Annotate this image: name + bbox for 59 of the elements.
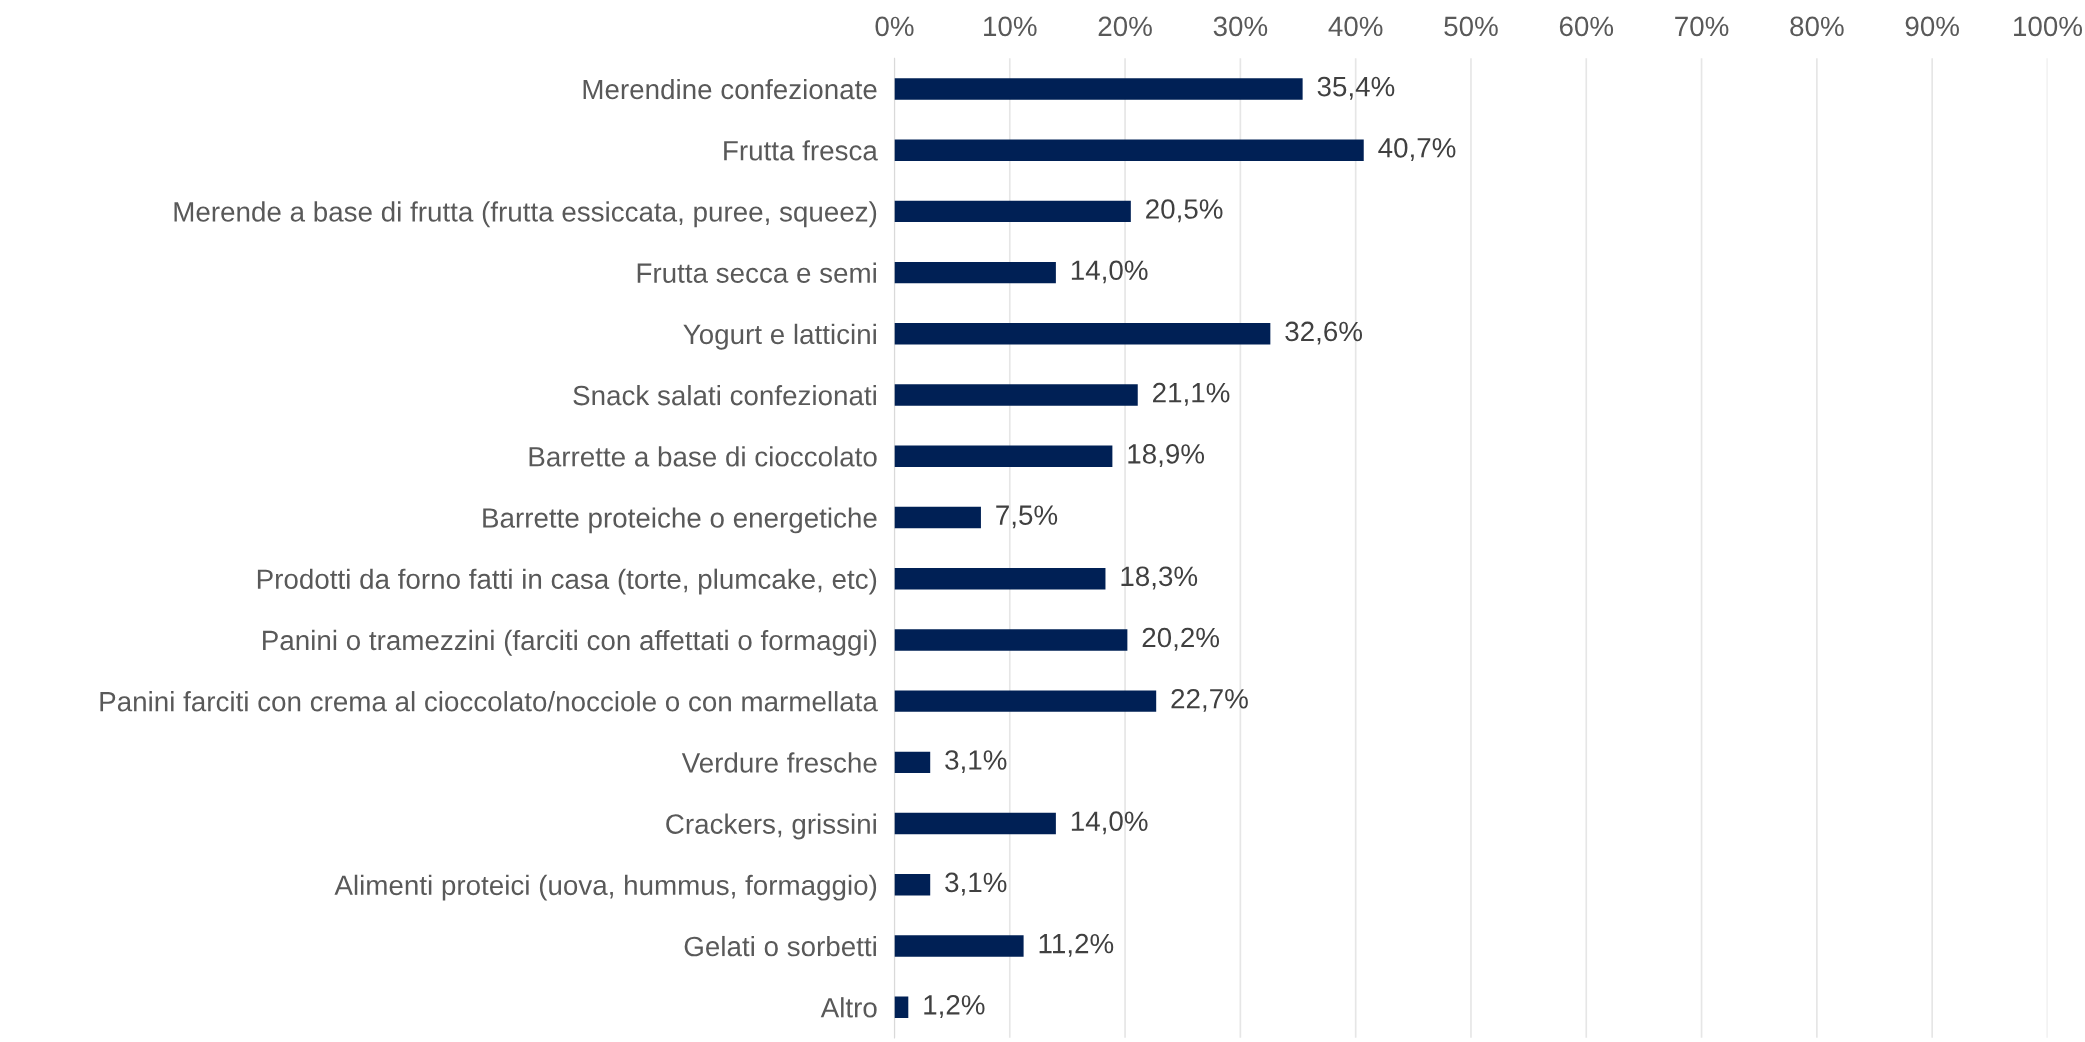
data-label: 14,0% <box>1071 811 1148 835</box>
data-label: 20,5% <box>1146 199 1223 223</box>
bar <box>894 384 1138 406</box>
y-tick-label: Gelati o sorbetti <box>684 935 876 957</box>
y-tick-label: Verdure fresche <box>681 752 877 773</box>
bar <box>894 812 1056 835</box>
y-tick-label: Panini farciti con crema al cioccolato/nocciole o con marmellata <box>100 691 878 712</box>
y-tick-label: Alimenti proteici (uova, hummus, formaggio) <box>334 874 877 901</box>
x-tick-label: 10% <box>984 16 1037 37</box>
y-tick-label: Barrette a base di cioccolato <box>529 446 877 467</box>
bar <box>894 567 1106 590</box>
x-tick-label: 40% <box>1328 16 1383 37</box>
y-tick-label: Barrette proteiche o energetiche <box>483 507 877 534</box>
bar <box>894 935 1024 957</box>
y-tick-label: Frutta fresca <box>724 140 878 161</box>
data-label: 22,7% <box>1171 688 1248 712</box>
x-tick-label: 50% <box>1444 16 1498 37</box>
bar <box>894 323 1271 345</box>
data-label: 35,4% <box>1317 76 1395 100</box>
bar <box>894 629 1128 651</box>
data-label: 32,6% <box>1285 321 1363 345</box>
bar <box>894 690 1157 712</box>
bar <box>894 78 1303 100</box>
y-tick-label: Crackers, grissini <box>666 813 876 840</box>
data-label: 11,2% <box>1039 933 1114 957</box>
y-tick-label: Snack salati confezionati <box>573 384 876 406</box>
y-tick-label: Frutta secca e semi <box>637 262 876 283</box>
x-tick-label: 0% <box>875 16 914 37</box>
x-tick-label: 60% <box>1559 16 1614 37</box>
x-tick-label: 90% <box>1905 16 1959 37</box>
x-tick-label: 30% <box>1213 16 1268 37</box>
bar <box>894 261 1056 284</box>
y-tick-label: Panini o tramezzini (farciti con affettati o formaggi) <box>263 629 877 656</box>
bar <box>894 139 1364 161</box>
data-label: 1,2% <box>924 995 985 1018</box>
data-label: 20,2% <box>1142 627 1220 651</box>
bar <box>894 996 909 1018</box>
y-tick-label: Merendine confezionate <box>583 78 877 100</box>
bar <box>894 445 1113 467</box>
bar <box>894 200 1131 223</box>
data-label: 3,1% <box>945 872 1007 896</box>
y-tick-label: Altro <box>820 997 877 1018</box>
data-label: 18,9% <box>1128 444 1205 467</box>
bar <box>894 874 931 896</box>
x-tick-label: 100% <box>2014 16 2083 37</box>
data-label: 18,3% <box>1121 566 1198 590</box>
data-label: 14,0% <box>1071 260 1148 284</box>
y-tick-label: Yogurt e latticini <box>683 323 876 350</box>
y-tick-label: Merende a base di frutta (frutta essiccata, puree, squeez) <box>174 201 877 228</box>
bar <box>894 751 931 774</box>
bar <box>894 506 981 529</box>
x-tick-label: 70% <box>1675 16 1729 37</box>
data-label: 3,1% <box>945 750 1007 774</box>
data-label: 40,7% <box>1378 137 1456 161</box>
x-tick-label: 20% <box>1098 16 1152 37</box>
data-label: 7,5% <box>996 505 1058 529</box>
x-tick-label: 80% <box>1790 16 1844 37</box>
data-label: 21,1% <box>1153 382 1230 406</box>
y-tick-label: Prodotti da forno fatti in casa (torte, plumcake, etc) <box>257 568 877 595</box>
